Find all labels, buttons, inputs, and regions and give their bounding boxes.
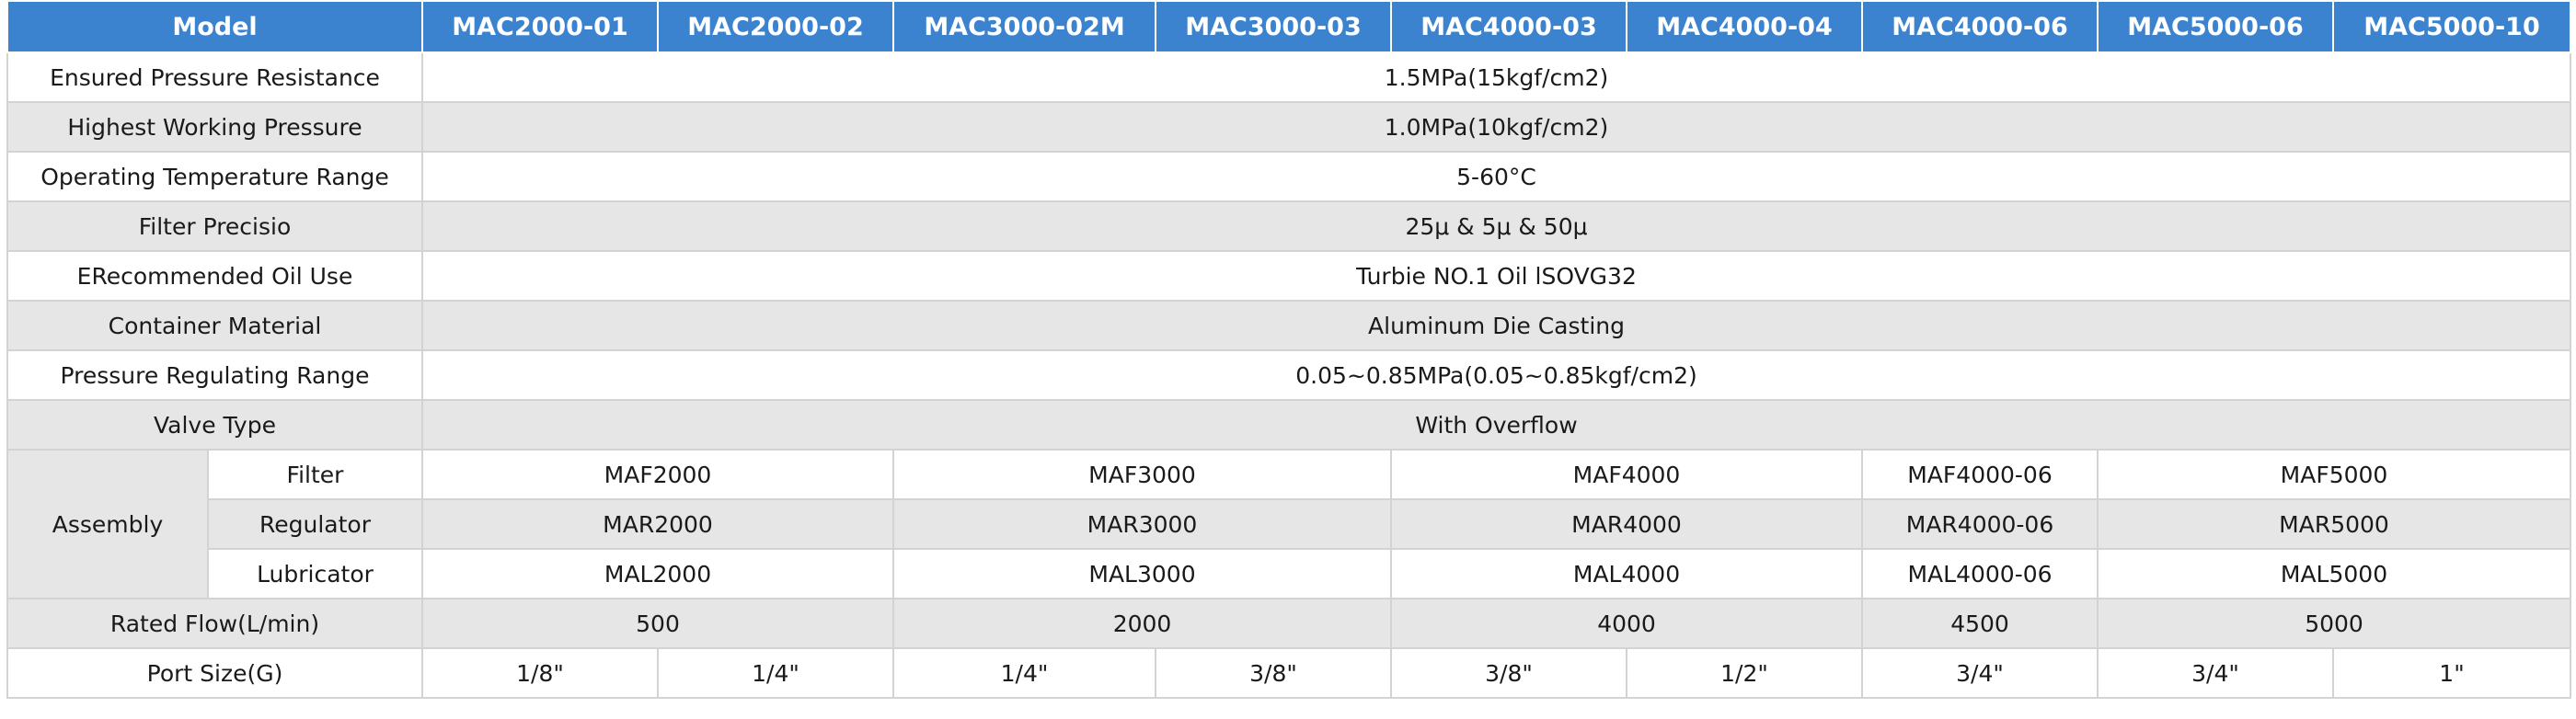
spec-table-container: Model MAC2000-01 MAC2000-02 MAC3000-02M …: [6, 0, 2571, 699]
model-column-header: MAC5000-06: [2097, 0, 2334, 53]
assembly-label: Assembly: [6, 449, 209, 599]
spec-table: Model MAC2000-01 MAC2000-02 MAC3000-02M …: [6, 0, 2571, 699]
model-column-header: MAC5000-10: [2332, 0, 2571, 53]
model-column-header: MAC4000-06: [1861, 0, 2099, 53]
assembly-value: MAR4000-06: [1861, 498, 2099, 550]
model-column-header: MAC2000-01: [421, 0, 659, 53]
spec-label: Highest Working Pressure: [6, 101, 423, 153]
assembly-value: MAL2000: [421, 548, 894, 599]
spec-label: Filter Precisio: [6, 200, 423, 252]
port-size-value: 1/8": [421, 647, 659, 699]
spec-label: Valve Type: [6, 399, 423, 451]
assembly-value: MAR4000: [1390, 498, 1863, 550]
rated-flow-value: 2000: [892, 598, 1392, 649]
table-row: Ensured Pressure Resistance 1.5MPa(15kgf…: [6, 51, 2571, 103]
port-size-value: 1": [2332, 647, 2571, 699]
table-row: Filter Precisio 25μ & 5μ & 50μ: [6, 200, 2571, 252]
assembly-sub-label: Regulator: [207, 498, 423, 550]
port-size-value: 1/4": [892, 647, 1156, 699]
table-row: Container Material Aluminum Die Casting: [6, 300, 2571, 351]
port-size-value: 1/2": [1626, 647, 1863, 699]
table-row: Lubricator MAL2000 MAL3000 MAL4000 MAL40…: [7, 548, 2571, 599]
port-size-value: 3/4": [2097, 647, 2334, 699]
spec-value: 25μ & 5μ & 50μ: [421, 200, 2571, 252]
assembly-sub-label: Filter: [207, 449, 423, 500]
table-row: Highest Working Pressure 1.0MPa(10kgf/cm…: [6, 101, 2571, 153]
port-size-label: Port Size(G): [6, 647, 423, 699]
spec-label: Ensured Pressure Resistance: [6, 51, 423, 103]
spec-value: Aluminum Die Casting: [421, 300, 2571, 351]
assembly-value: MAF5000: [2097, 449, 2571, 500]
assembly-value: MAR5000: [2097, 498, 2571, 550]
rated-flow-value: 4500: [1861, 598, 2099, 649]
table-row: Operating Temperature Range 5-60°C: [6, 151, 2571, 202]
spec-value: 1.0MPa(10kgf/cm2): [421, 101, 2571, 153]
rated-flow-label: Rated Flow(L/min): [6, 598, 423, 649]
spec-value: 1.5MPa(15kgf/cm2): [421, 51, 2571, 103]
table-row: Regulator MAR2000 MAR3000 MAR4000 MAR400…: [7, 498, 2571, 550]
assembly-value: MAL5000: [2097, 548, 2571, 599]
table-row: Valve Type With Overflow: [6, 399, 2571, 451]
assembly-value: MAL4000: [1390, 548, 1863, 599]
assembly-value: MAF2000: [421, 449, 894, 500]
rated-flow-value: 4000: [1390, 598, 1863, 649]
assembly-value: MAF4000: [1390, 449, 1863, 500]
rated-flow-value: 5000: [2097, 598, 2571, 649]
table-row: Port Size(G) 1/8" 1/4" 1/4" 3/8" 3/8" 1/…: [6, 647, 2571, 699]
spec-label: ERecommended Oil Use: [6, 250, 423, 302]
spec-value: 0.05~0.85MPa(0.05~0.85kgf/cm2): [421, 349, 2571, 401]
rated-flow-value: 500: [421, 598, 894, 649]
model-column-header: MAC3000-02M: [892, 0, 1156, 53]
table-row: ERecommended Oil Use Turbie NO.1 Oil lSO…: [6, 250, 2571, 302]
model-header: Model: [6, 0, 423, 53]
table-row: Rated Flow(L/min) 500 2000 4000 4500 500…: [6, 598, 2571, 649]
spec-label: Operating Temperature Range: [6, 151, 423, 202]
port-size-value: 3/8": [1155, 647, 1392, 699]
spec-label: Pressure Regulating Range: [6, 349, 423, 401]
table-row: Assembly Filter MAF2000 MAF3000 MAF4000 …: [6, 449, 2571, 599]
header-row: Model MAC2000-01 MAC2000-02 MAC3000-02M …: [6, 0, 2571, 53]
model-column-header: MAC4000-03: [1390, 0, 1627, 53]
assembly-value: MAF4000-06: [1861, 449, 2099, 500]
model-column-header: MAC4000-04: [1626, 0, 1863, 53]
spec-label: Container Material: [6, 300, 423, 351]
assembly-sub-label: Lubricator: [207, 548, 423, 599]
spec-value: With Overflow: [421, 399, 2571, 451]
assembly-value: MAR3000: [892, 498, 1392, 550]
spec-value: 5-60°C: [421, 151, 2571, 202]
assembly-value: MAL3000: [892, 548, 1392, 599]
assembly-value: MAL4000-06: [1861, 548, 2099, 599]
assembly-value: MAR2000: [421, 498, 894, 550]
port-size-value: 1/4": [657, 647, 894, 699]
assembly-value: MAF3000: [892, 449, 1392, 500]
model-column-header: MAC2000-02: [657, 0, 894, 53]
port-size-value: 3/4": [1861, 647, 2099, 699]
spec-value: Turbie NO.1 Oil lSOVG32: [421, 250, 2571, 302]
port-size-value: 3/8": [1390, 647, 1627, 699]
table-row: Pressure Regulating Range 0.05~0.85MPa(0…: [6, 349, 2571, 401]
model-column-header: MAC3000-03: [1155, 0, 1392, 53]
